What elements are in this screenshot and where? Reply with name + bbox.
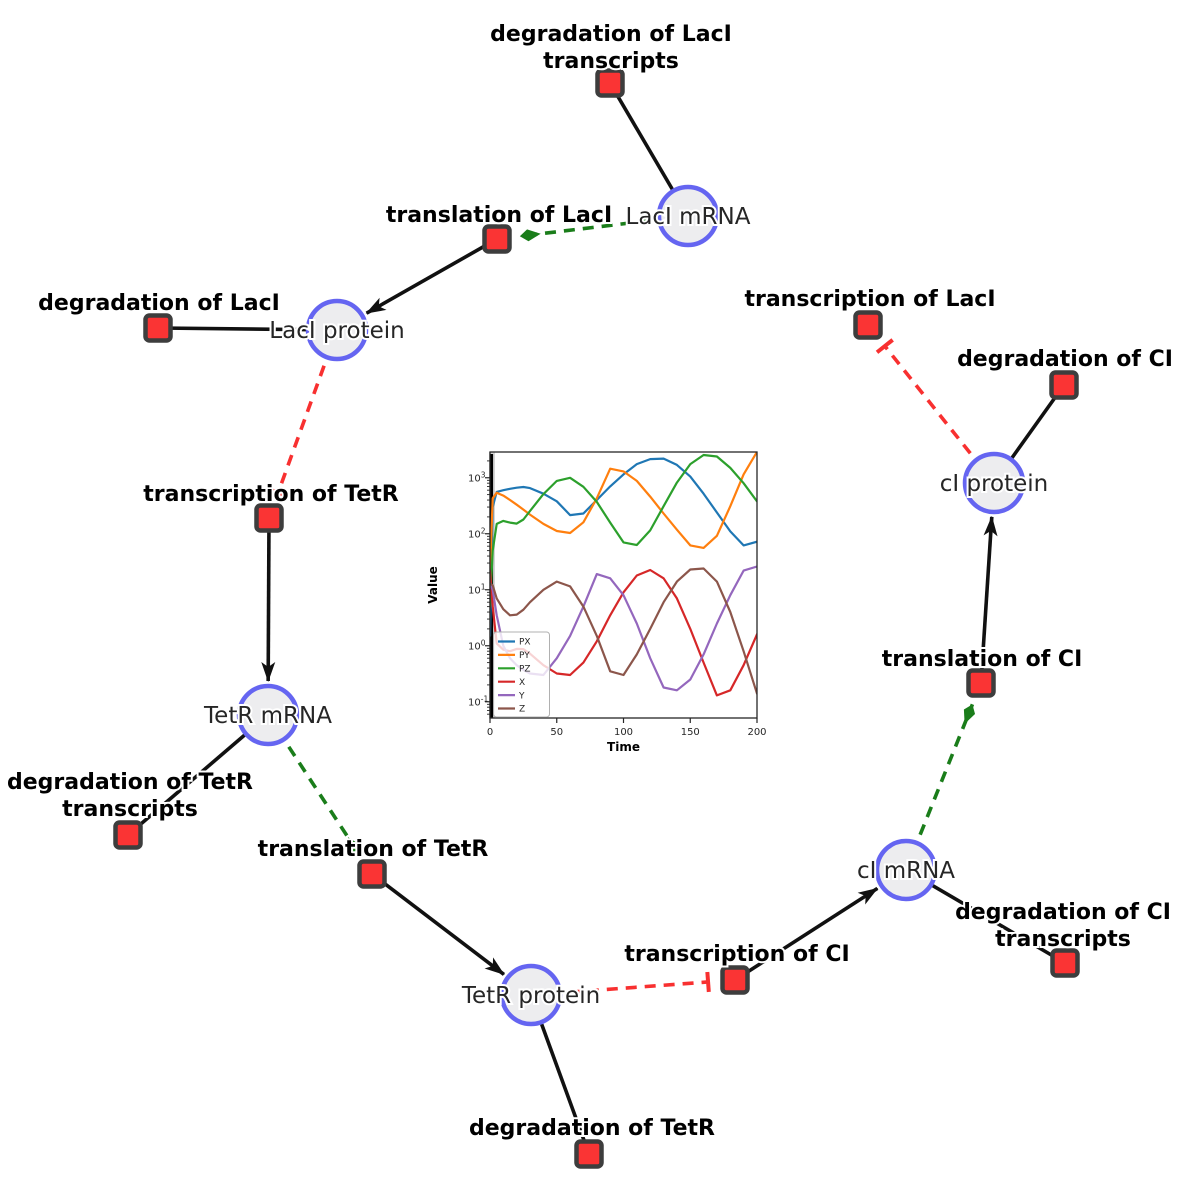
x-axis: 0 50 100 150 200 Time: [487, 718, 767, 754]
reaction-label-transl_lacI: translation of LacI: [386, 203, 612, 228]
reaction-label-deg_tetR: degradation of TetR: [469, 1116, 715, 1141]
reaction-square: [574, 1139, 604, 1169]
reaction-square: [357, 859, 387, 889]
reaction-node-deg_tetR: [574, 1139, 604, 1169]
timeseries-chart-svg: 0 50 100 150 200Time10310210110010-1ValuePXP…: [426, 451, 767, 754]
reaction-node-deg_lacI_tx: [595, 68, 625, 98]
x-axis-title: Time: [607, 740, 640, 754]
reaction-node-txn_tetR: [254, 503, 284, 533]
legend-label-PX: PX: [519, 638, 531, 648]
reaction-square: [113, 820, 143, 850]
reaction-label-txn_lacI: transcription of LacI: [744, 287, 995, 312]
y-tick-label: 101: [468, 582, 486, 596]
x-tick-label: 200: [747, 727, 766, 738]
reaction-node-deg_tetR_tx: [113, 820, 143, 850]
species-node-tetR_protein: [499, 963, 563, 1027]
reaction-node-transl_tetR: [357, 859, 387, 889]
y-tick-label: 103: [468, 470, 486, 484]
species-node-lacI_protein: [305, 298, 369, 362]
timeseries-chart: 0 50 100 150 200 Time 103 102 101 100 10-1 Value PX P…: [425, 438, 785, 773]
edge-transl_lacI-lacI_protein: [365, 237, 498, 315]
edge-txn_cI-cI_mRNA: [734, 886, 879, 982]
y-tick-label: 10-1: [468, 694, 488, 708]
reaction-label-deg_lacI: degradation of LacI: [38, 291, 280, 316]
reaction-square: [1050, 948, 1080, 978]
reaction-square: [1049, 370, 1079, 400]
reaction-square: [143, 313, 173, 343]
x-tick-label: 100: [614, 727, 633, 738]
reaction-label-deg_cI: degradation of CI: [957, 347, 1173, 372]
series-line-PZ: [490, 453, 757, 608]
species-label-cI_mRNA: cI mRNA: [857, 858, 955, 884]
edge-transl_cI-cI_protein: [979, 515, 998, 684]
species-node-tetR_mRNA: [236, 683, 300, 747]
reaction-label-deg_lacI_tx: degradation of LacI transcripts: [490, 22, 732, 74]
edge-transl_tetR-tetR_protein: [370, 872, 506, 976]
reaction-node-transl_lacI: [482, 224, 512, 254]
legend-label-X: X: [519, 678, 525, 688]
reaction-label-txn_tetR: transcription of TetR: [143, 482, 399, 507]
nodes-layer: [113, 68, 1080, 1169]
legend-label-Y: Y: [518, 691, 525, 701]
y-axis: 103 102 101 100 10-1 Value: [426, 460, 490, 715]
reaction-node-txn_cI: [720, 965, 750, 995]
labels-layer: LacI mRNA LacI protein TetR mRNA TetR prote…: [5, 20, 1175, 1143]
reaction-label-transl_cI: translation of CI: [882, 647, 1083, 672]
reaction-square: [966, 668, 996, 698]
species-label-tetR_protein: TetR protein: [461, 983, 600, 1009]
reaction-node-deg_cI_tx: [1050, 948, 1080, 978]
reaction-label-deg_cI_tx: degradation of CI transcripts: [955, 900, 1171, 952]
species-circle: [874, 838, 938, 902]
reaction-square: [853, 310, 883, 340]
x-tick-label: 50: [550, 727, 563, 738]
species-circle: [962, 451, 1026, 515]
y-axis-title: Value: [426, 566, 440, 604]
species-node-lacI_mRNA: [656, 184, 720, 248]
species-circle: [305, 298, 369, 362]
species-node-cI_mRNA: [874, 838, 938, 902]
reaction-node-transl_cI: [966, 668, 996, 698]
species-label-lacI_mRNA: LacI mRNA: [626, 204, 751, 230]
reaction-square: [720, 965, 750, 995]
series-line-PY: [490, 452, 757, 574]
x-tick-label: 0: [487, 727, 493, 738]
legend-label-PZ: PZ: [519, 665, 531, 675]
species-node-cI_protein: [962, 451, 1026, 515]
chart-legend: PX PY PZ XYZ: [493, 631, 550, 718]
reaction-label-transl_tetR: translation of TetR: [258, 837, 489, 862]
legend-label-Z: Z: [519, 705, 525, 715]
species-circle: [499, 963, 563, 1027]
species-circle: [236, 683, 300, 747]
y-tick-label: 102: [468, 526, 486, 540]
y-tick-label: 100: [468, 638, 486, 652]
reaction-node-txn_lacI: [853, 310, 883, 340]
reaction-label-deg_tetR_tx: degradation of TetR transcripts: [7, 770, 253, 822]
legend-label-PY: PY: [519, 651, 530, 661]
reaction-label-txn_cI: transcription of CI: [624, 942, 849, 967]
x-tick-label: 150: [681, 727, 700, 738]
species-label-lacI_protein: LacI protein: [269, 318, 404, 344]
reaction-node-deg_cI: [1049, 370, 1079, 400]
series-line-Z: [490, 567, 757, 695]
species-label-cI_protein: cI protein: [940, 471, 1049, 497]
reaction-square: [482, 224, 512, 254]
species-label-tetR_mRNA: TetR mRNA: [203, 703, 332, 729]
species-circle: [656, 184, 720, 248]
edge-txn_tetR-tetR_mRNA: [261, 517, 276, 683]
reaction-square: [595, 68, 625, 98]
reaction-square: [254, 503, 284, 533]
reaction-node-deg_lacI: [143, 313, 173, 343]
